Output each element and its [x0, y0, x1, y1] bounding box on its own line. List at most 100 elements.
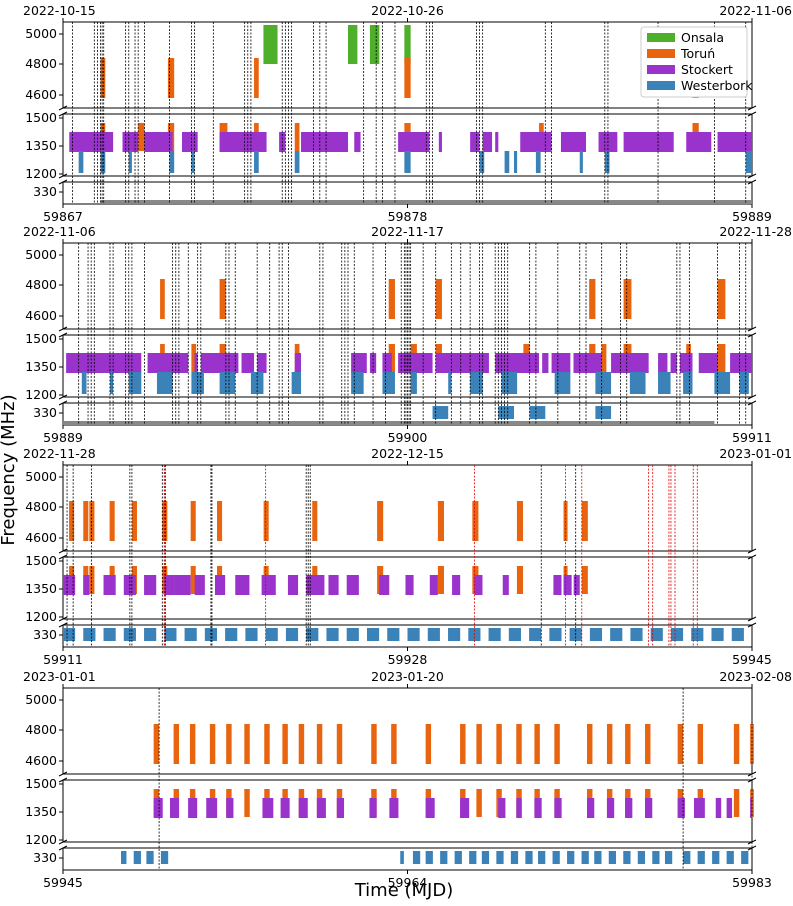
bar-stockert: [726, 798, 733, 818]
axis-break: [58, 326, 68, 332]
bar-torun-c: [717, 279, 726, 319]
bar-westerbork: [604, 151, 610, 173]
bar-torun-c: [263, 501, 269, 541]
y-tick-label: 4600: [25, 308, 57, 323]
bar-stockert: [261, 575, 276, 595]
bar-torun-l: [581, 566, 588, 594]
bar-westerbork-330: [427, 628, 440, 641]
axis-break: [747, 173, 757, 179]
y-tick-label: 1500: [25, 553, 57, 568]
bar-torun-l: [476, 789, 482, 817]
bar-stockert: [169, 798, 180, 818]
bar-stockert: [560, 132, 587, 152]
bar-stockert: [382, 353, 392, 373]
bar-torun-c: [437, 501, 444, 541]
bar-stockert: [482, 132, 493, 152]
bar-torun-c: [677, 724, 684, 764]
legend-swatch: [647, 49, 675, 58]
bar-westerbork-330: [164, 628, 177, 641]
date-tick-label: 2022-11-06: [719, 3, 792, 18]
legend-swatch: [647, 33, 675, 42]
legend-label: Westerbork: [681, 78, 753, 93]
bar-stockert: [144, 575, 157, 595]
bar-stockert: [235, 575, 250, 595]
bar-westerbork: [100, 151, 106, 173]
date-tick-label: 2023-01-20: [371, 669, 444, 684]
bar-stockert: [147, 353, 189, 373]
bar-stockert: [66, 353, 142, 373]
bar-westerbork: [410, 372, 417, 394]
bar-westerbork-330: [683, 851, 691, 864]
y-tick-label: 330: [33, 850, 57, 865]
bar-westerbork: [513, 151, 518, 173]
bar-torun-c: [460, 724, 466, 764]
y-tick-label: 4800: [25, 56, 57, 71]
bar-stockert: [495, 132, 499, 152]
bar-torun-c: [162, 501, 168, 541]
bar-stockert: [219, 132, 267, 152]
bar-westerbork: [745, 151, 752, 173]
bar-stockert: [63, 575, 76, 595]
y-axis-label: Frequency (MHz): [0, 394, 19, 545]
bar-torun-c: [425, 724, 432, 764]
bar-westerbork-330: [63, 628, 76, 641]
bar-stockert: [645, 798, 653, 818]
legend-label: Toruń: [680, 46, 715, 61]
axis-break: [58, 616, 68, 622]
bar-westerbork: [739, 372, 749, 394]
bar-westerbork-330: [650, 628, 663, 641]
bar-westerbork-330: [538, 851, 546, 864]
axis-break: [58, 105, 68, 111]
bar-stockert: [174, 575, 191, 595]
bar-westerbork: [404, 151, 411, 173]
bar-stockert: [563, 575, 572, 595]
bar-westerbork: [169, 151, 175, 173]
axis-break: [747, 548, 757, 554]
bar-westerbork: [629, 372, 646, 394]
bar-stockert: [573, 353, 602, 373]
x-axis-label: Time (MJD): [354, 880, 454, 901]
bar-torun-c: [298, 724, 305, 764]
axis-break: [58, 111, 68, 117]
axis-break: [747, 179, 757, 185]
date-tick-label: 2022-11-06: [23, 224, 96, 239]
bar-torun-c: [131, 501, 137, 541]
bar-stockert: [677, 798, 685, 818]
bar-torun-c: [733, 724, 740, 764]
date-tick-label: 2022-10-15: [23, 3, 96, 18]
y-tick-label: 4800: [25, 722, 57, 737]
bar-westerbork-330: [567, 851, 575, 864]
axis-break: [58, 845, 68, 851]
bar-torun-c: [391, 724, 397, 764]
legend-swatch: [647, 65, 675, 74]
bar-onsala: [347, 25, 358, 64]
bar-stockert: [750, 798, 753, 818]
bar-westerbork-330: [608, 851, 617, 864]
x-tick-label: 59867: [43, 209, 83, 224]
bar-torun-l: [244, 789, 250, 817]
bar-stockert: [425, 798, 435, 818]
y-tick-label: 1500: [25, 776, 57, 791]
axis-break: [747, 845, 757, 851]
bar-stockert: [573, 575, 580, 595]
axis-break: [747, 777, 757, 783]
bar-torun-c: [377, 501, 384, 541]
bar-stockert: [686, 132, 712, 152]
bar-westerbork-330: [265, 628, 278, 641]
bar-westerbork-330: [529, 628, 542, 641]
y-tick-label: 5000: [25, 247, 57, 262]
bar-westerbork-330: [454, 851, 462, 864]
bar-stockert: [474, 575, 483, 595]
bar-torun-c: [581, 501, 588, 541]
bar-stockert: [226, 798, 234, 818]
bar-westerbork-330: [510, 851, 519, 864]
axis-break: [747, 839, 757, 845]
bar-torun-l: [190, 566, 196, 594]
bar-torun-c: [153, 724, 160, 764]
bar-stockert: [346, 575, 359, 595]
bar-westerbork-330: [488, 628, 501, 641]
bar-stockert: [520, 132, 552, 152]
bar-stockert: [693, 798, 705, 818]
bar-torun-c: [254, 58, 259, 98]
